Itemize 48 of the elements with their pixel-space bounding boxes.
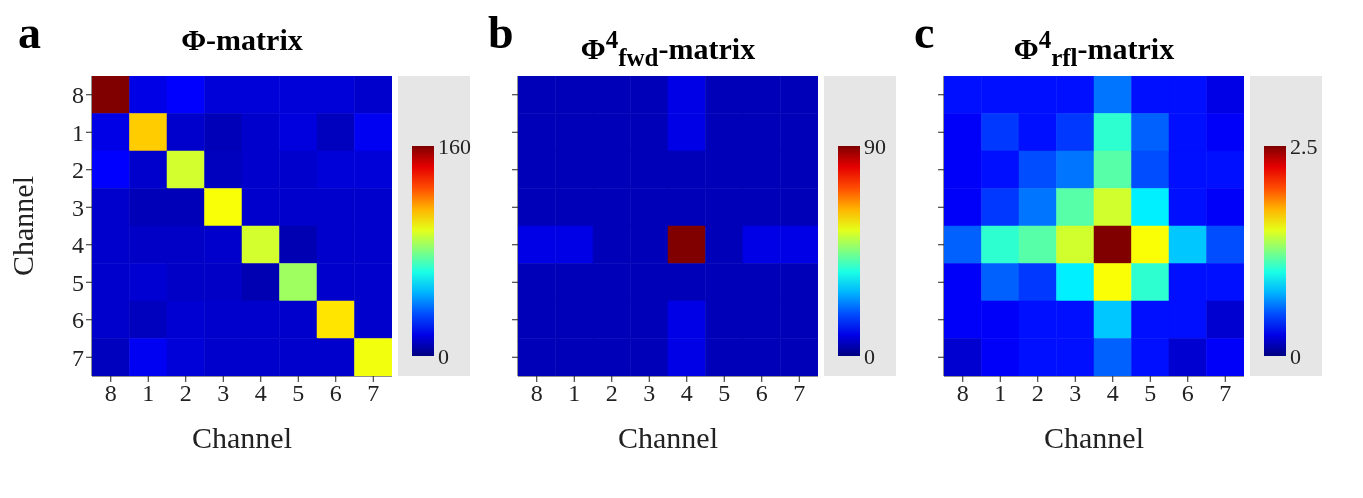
chart-title: Φ-matrix [180,22,304,58]
y-axis-title: Channel [5,176,39,276]
color-bar-label: 0 [438,343,449,369]
x-tick-label: 8 [104,380,117,407]
x-tick-label: 6 [329,380,342,407]
y-tick-label: 5 [72,269,84,296]
x-tick-label: 7 [367,380,380,407]
x-tick-label: 6 [755,380,768,407]
color-bar-label: 2.5 [1290,133,1318,159]
x-axis-title: Channel [192,421,292,454]
y-tick-label: 3 [72,194,84,221]
x-tick-label: 2 [605,380,618,407]
y-tick-label: 6 [72,307,84,334]
y-tick-label: 8 [72,82,84,109]
x-tick-label: 6 [1181,380,1194,407]
chart-title: Φ$^{4}$$_{rfl}$-matrix [1012,25,1176,73]
text: c [914,7,935,58]
x-tick-label: 1 [568,380,581,407]
color-bar-label: 0 [864,343,875,369]
x-tick-label: 3 [1069,380,1082,407]
color-bar-label: 160 [438,133,471,159]
x-tick-label: 3 [643,380,656,407]
text: b [488,7,514,58]
y-tick-label: 4 [72,232,84,259]
x-tick-label: 2 [179,380,192,407]
x-tick-label: 5 [292,380,305,407]
x-tick-label: 1 [994,380,1007,407]
x-tick-label: 4 [680,380,693,407]
x-tick-label: 8 [530,380,543,407]
y-tick-label: 7 [72,344,84,371]
y-tick-label: 1 [72,119,84,146]
x-tick-label: 7 [1219,380,1232,407]
chart-title: Φ$^{4}$$_{fwd}$-matrix [579,25,757,73]
x-tick-label: 7 [793,380,806,407]
x-tick-label: 3 [217,380,230,407]
x-tick-label: 8 [956,380,969,407]
x-tick-label: 5 [718,380,731,407]
y-tick-label: 2 [72,157,84,184]
x-tick-label: 5 [1144,380,1157,407]
color-bar-label: 90 [864,133,886,159]
text: a [18,7,41,58]
x-tick-label: 4 [254,380,267,407]
x-axis-title: Channel [1044,421,1144,454]
x-tick-label: 1 [142,380,155,407]
color-bar-label: 0 [1290,343,1301,369]
x-tick-label: 4 [1106,380,1119,407]
x-axis-title: Channel [618,421,718,454]
x-tick-label: 2 [1031,380,1044,407]
